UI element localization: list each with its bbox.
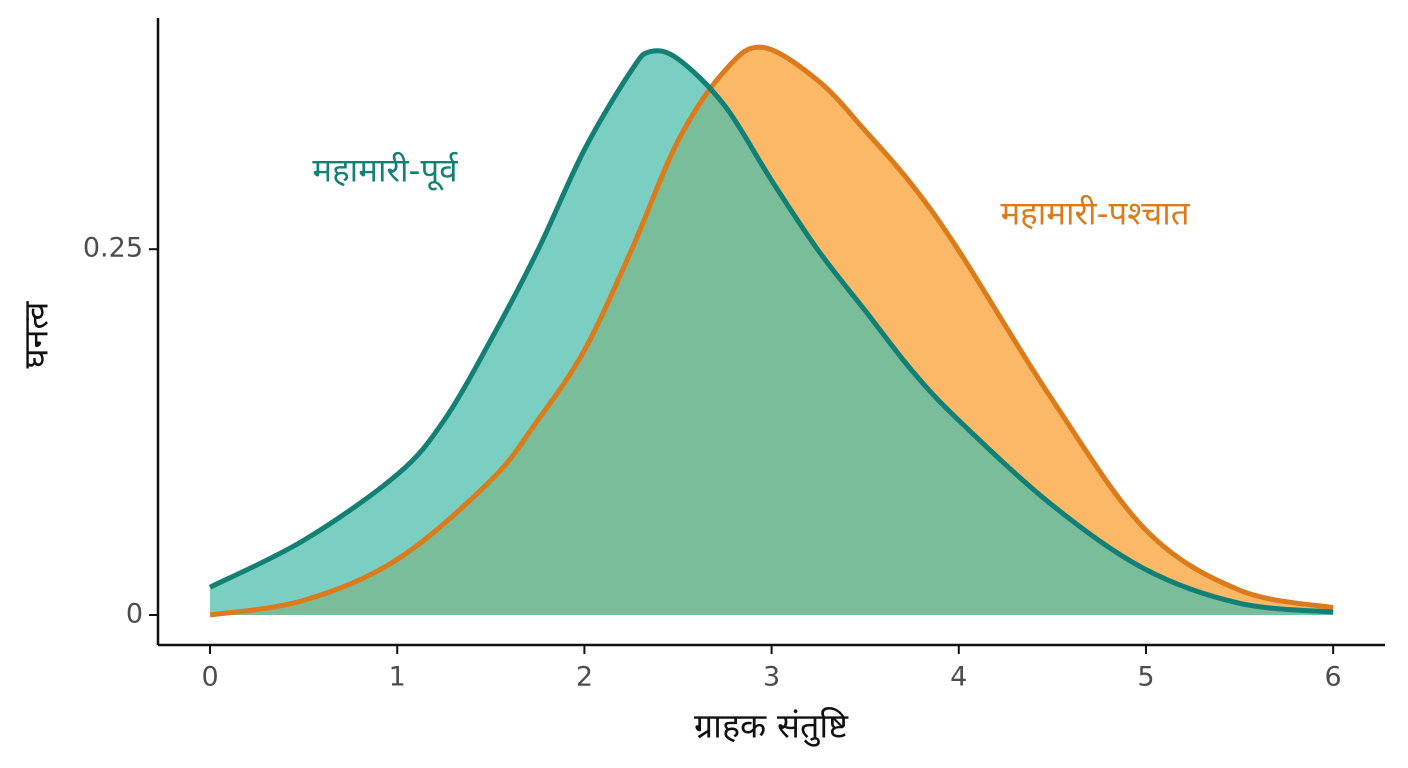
x-tick-label: 3 — [763, 662, 780, 693]
density-line — [209, 44, 1334, 618]
area-fill — [210, 50, 1334, 616]
x-tick-label: 6 — [1325, 662, 1342, 693]
x-tick-label: 4 — [950, 662, 967, 693]
y-tick-label: 0 — [126, 599, 143, 630]
y-tick-label: 0.25 — [83, 233, 143, 264]
x-tick-label: 0 — [201, 662, 218, 693]
x-tick-label: 1 — [389, 662, 406, 693]
x-axis-title: ग्राहक संतुष्टि — [694, 707, 849, 748]
x-tick-label: 5 — [1137, 662, 1154, 693]
series-label: महामारी-पश्चात — [1000, 194, 1190, 233]
series-label: महामारी-पूर्व — [312, 151, 458, 192]
y-axis-title: घनत्व — [17, 300, 57, 368]
x-tick-label: 2 — [576, 662, 593, 693]
density-line — [208, 48, 1334, 615]
